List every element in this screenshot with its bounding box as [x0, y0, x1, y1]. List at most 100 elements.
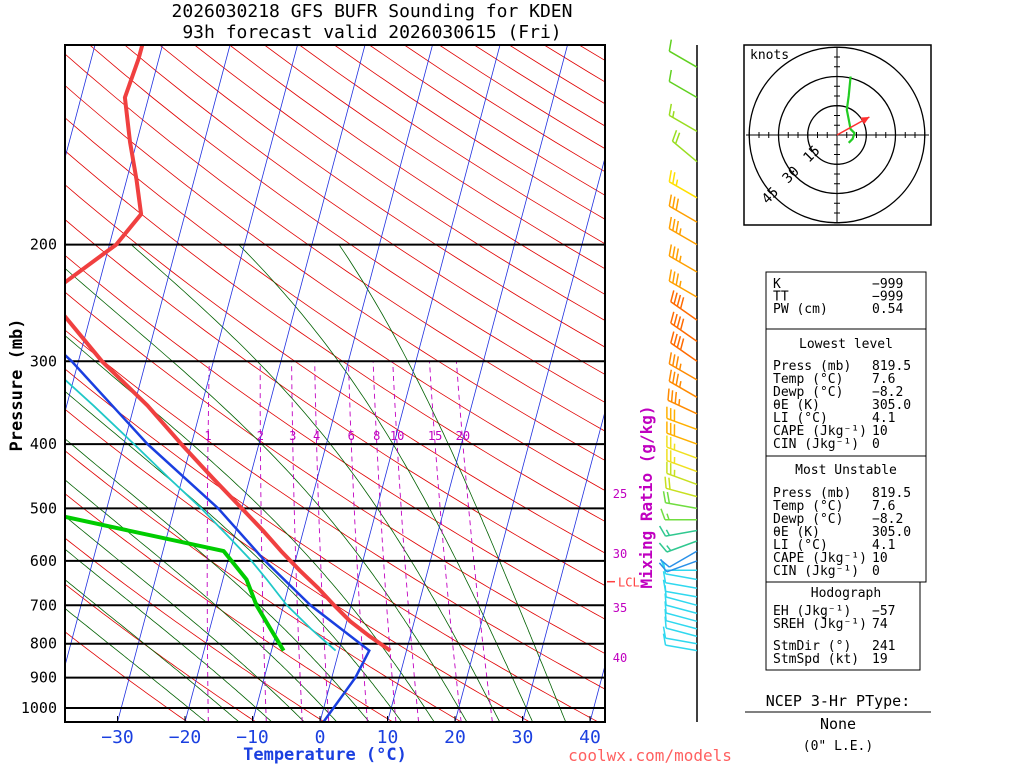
wind-barb-flag [670, 331, 675, 344]
stat-label: Press (mb) [773, 486, 851, 501]
wind-barb-flag [662, 579, 667, 592]
mixing-ratio-line [455, 361, 493, 722]
wind-barb-half-flag [678, 280, 682, 288]
stat-value: 0 [872, 437, 880, 452]
wind-barb-flag [670, 290, 675, 302]
wind-barb-flag [668, 39, 673, 52]
wind-barb [662, 491, 698, 510]
wind-barb-flag [667, 388, 670, 401]
hodo-stats-frame [765, 581, 921, 671]
wind-barb-staff [665, 529, 698, 537]
temperature-tick-label: 40 [579, 727, 601, 748]
parcel-trace [65, 353, 371, 722]
x-axis-title: Temperature (°C) [243, 745, 407, 765]
stat-label: Dewp (°C) [773, 512, 843, 527]
wind-barb-flag [671, 129, 678, 142]
y-axis-title: Pressure (mb) [7, 318, 27, 451]
mixing-ratio-label: 8 [373, 429, 380, 443]
wind-barb [668, 244, 698, 273]
stat-value: 19 [872, 652, 888, 667]
hodograph-units-label: knots [750, 48, 789, 63]
wind-barb-staff [665, 612, 698, 623]
stat-value: −999 [872, 290, 903, 305]
temperature-tick-label: −10 [236, 727, 269, 748]
dry-adiabat-line [65, 84, 605, 461]
wind-barb-flag [676, 294, 682, 307]
temperature-tick-label: 30 [512, 727, 534, 748]
wind-barb-flag [673, 292, 678, 305]
wind-barb [666, 448, 698, 473]
stat-value: −57 [872, 604, 895, 619]
wind-barb-flag [672, 196, 676, 209]
wind-barb [664, 476, 698, 498]
ptype-title: NCEP 3-Hr PType: [766, 692, 911, 710]
mixing-ratio-label: 1 [204, 429, 211, 443]
pressure-tick-label: 1000 [21, 699, 57, 717]
mixing-ratio-line [259, 361, 267, 722]
dry-adiabat-line [65, 117, 605, 492]
theta-e-label: 35 [613, 601, 627, 615]
stat-value: 0.54 [872, 302, 903, 317]
hodograph-trace [845, 76, 856, 144]
stat-value: 305.0 [872, 525, 911, 540]
hodograph-ring [748, 46, 926, 224]
wind-barb-staff [666, 432, 698, 445]
stat-value: −8.2 [872, 512, 903, 527]
wind-barb-flag [672, 218, 676, 231]
wind-barb-staff [666, 417, 698, 431]
wind-barb-staff [665, 596, 698, 607]
wind-barb [667, 388, 698, 415]
wind-barb-staff [666, 472, 698, 486]
dry-adiabat-line [159, 45, 605, 348]
stat-label: K [773, 277, 781, 292]
wind-barb-half-flag [666, 545, 672, 552]
stat-label: TT [773, 290, 789, 305]
wind-barb-half-flag [678, 255, 682, 263]
wind-barb-half-flag [678, 399, 681, 406]
mixing-ratio-lines [206, 361, 493, 722]
pressure-tick-label: 600 [30, 552, 57, 570]
stat-value: −8.2 [872, 385, 903, 400]
wind-barb-column [658, 39, 698, 722]
wind-barb-staff [665, 582, 698, 590]
wind-barb [668, 352, 698, 381]
temperature-tick-label: −30 [101, 727, 134, 748]
stat-label: Press (mb) [773, 359, 851, 374]
stat-label: SREH (Jkg⁻¹) [773, 617, 867, 632]
wind-barb-half-flag [678, 380, 682, 388]
wind-barb-flag [662, 633, 667, 646]
chart-title-line1: 2026030218 GFS BUFR Sounding for KDEN [172, 1, 573, 22]
pressure-tick-label: 800 [30, 635, 57, 653]
wind-barb-flag [668, 194, 673, 207]
wind-barb-half-flag [678, 363, 682, 371]
mixing-ratio-line [372, 361, 397, 722]
wind-barb-staff [670, 322, 698, 343]
mixing-ratio-label: 2 [257, 429, 264, 443]
stat-value: 10 [872, 424, 888, 439]
temperature-tick-label: 10 [377, 727, 399, 748]
wind-barb [668, 103, 698, 133]
stats-panel: K −999 TT −999 PW (cm) 0.54 Lowest level Press … [765, 271, 927, 671]
stat-value: 10 [872, 551, 888, 566]
wind-barb-flag [672, 172, 676, 184]
moist-adiabat-line [238, 244, 533, 722]
stat-section-title: Hodograph [811, 586, 881, 601]
theta-e-label: 40 [613, 651, 627, 665]
wind-barb-flag [668, 103, 673, 116]
wind-barb-staff [665, 573, 698, 581]
stat-label: StmSpd (kt) [773, 652, 859, 667]
wind-barb-flag [662, 491, 667, 503]
wind-barb-flag [668, 170, 673, 182]
plot-frame [64, 44, 606, 723]
mixing-ratio-line [206, 361, 210, 722]
wind-barb-staff [668, 227, 698, 246]
wind-barb-flag [675, 198, 680, 211]
stat-section-title: Lowest level [799, 337, 893, 352]
stat-value: 4.1 [872, 538, 895, 553]
mixing-ratio-line [347, 361, 368, 722]
stat-label: CAPE (Jkg⁻¹) [773, 424, 867, 439]
pressure-tick-label: 700 [30, 596, 57, 614]
stat-label: PW (cm) [773, 302, 828, 317]
stat-label: CIN (Jkg⁻¹) [773, 564, 859, 579]
stat-value: −999 [872, 277, 903, 292]
